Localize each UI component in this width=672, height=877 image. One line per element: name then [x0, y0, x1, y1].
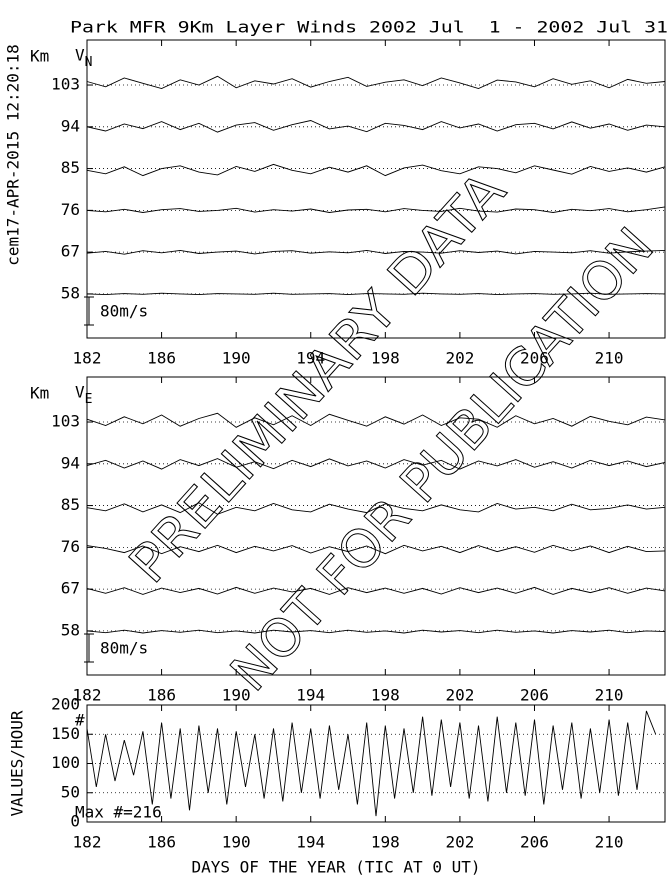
y-tick-label: 85 — [61, 158, 80, 177]
panel-label: # — [75, 711, 85, 730]
y-tick-label: 58 — [61, 283, 80, 302]
plot-frame — [86, 376, 666, 676]
y-tick-label: 76 — [61, 200, 80, 219]
y-tick-label: 67 — [61, 579, 80, 598]
x-tick-label: 186 — [147, 833, 176, 852]
x-tick-label: 206 — [520, 349, 549, 368]
trace — [86, 502, 666, 515]
x-tick-label: 210 — [595, 686, 624, 705]
timestamp: cem17-APR-2015 12:20:18 — [4, 44, 23, 266]
trace — [86, 710, 657, 817]
y-tick-label: 103 — [51, 75, 80, 94]
annotation: Max #=216 — [75, 803, 162, 822]
x-tick-label: 202 — [445, 686, 474, 705]
trace — [86, 292, 666, 296]
x-tick-label: 194 — [296, 349, 325, 368]
y-tick-label: 0 — [70, 812, 80, 831]
trace — [86, 586, 666, 595]
x-tick-label: 182 — [73, 686, 102, 705]
y-tick-label: 50 — [61, 782, 80, 801]
x-tick-label: 190 — [222, 833, 251, 852]
y-tick-label: 76 — [61, 537, 80, 556]
x-tick-label: 194 — [296, 686, 325, 705]
x-tick-label: 198 — [371, 686, 400, 705]
y-tick-label: 67 — [61, 242, 80, 261]
panel-label: VN — [75, 46, 92, 70]
x-tick-label: 190 — [222, 686, 251, 705]
trace — [86, 544, 666, 555]
x-tick-label: 210 — [595, 833, 624, 852]
trace — [86, 629, 666, 634]
y-tick-label: 94 — [61, 116, 80, 135]
trace — [86, 458, 666, 470]
trace — [86, 120, 666, 133]
watermark: PRELIMINARY DATA — [118, 161, 518, 595]
plot-frame — [86, 39, 666, 339]
scale-bar-label: 80m/s — [100, 302, 148, 321]
y-unit-label: Km — [30, 384, 49, 403]
x-tick-label: 182 — [73, 833, 102, 852]
y-tick-label: 200 — [51, 695, 80, 714]
x-tick-label: 198 — [371, 349, 400, 368]
y-unit-label: Km — [30, 47, 49, 66]
x-tick-label: 206 — [520, 686, 549, 705]
y-tick-label: 150 — [51, 724, 80, 743]
trace — [86, 249, 666, 255]
y-axis-label: VALUES/HOUR — [8, 710, 27, 816]
x-tick-label: 210 — [595, 349, 624, 368]
y-tick-label: 94 — [61, 453, 80, 472]
trace — [86, 412, 666, 428]
panel-label-sub: E — [85, 392, 93, 407]
watermark: NOT FOR PUBLICATION — [220, 217, 666, 703]
y-tick-label: 100 — [51, 753, 80, 772]
x-tick-label: 186 — [147, 686, 176, 705]
x-tick-label: 202 — [445, 349, 474, 368]
trace — [86, 163, 666, 177]
x-tick-label: 182 — [73, 349, 102, 368]
x-tick-label: 194 — [296, 833, 325, 852]
x-tick-label: 202 — [445, 833, 474, 852]
trace — [86, 75, 666, 89]
panel-label-sub: N — [85, 55, 93, 70]
scale-bar-label: 80m/s — [100, 639, 148, 658]
panel-label: VE — [75, 383, 92, 407]
x-tick-label: 198 — [371, 833, 400, 852]
trace — [86, 206, 666, 213]
y-tick-label: 58 — [61, 620, 80, 639]
x-tick-label: 190 — [222, 349, 251, 368]
x-axis-label: DAYS OF THE YEAR (TIC AT 0 UT) — [192, 858, 481, 877]
chart-title: Park MFR 9Km Layer Winds 2002 Jul 1 - 20… — [70, 18, 668, 37]
x-tick-label: 206 — [520, 833, 549, 852]
x-tick-label: 186 — [147, 349, 176, 368]
y-tick-label: 103 — [51, 412, 80, 431]
y-tick-label: 85 — [61, 495, 80, 514]
